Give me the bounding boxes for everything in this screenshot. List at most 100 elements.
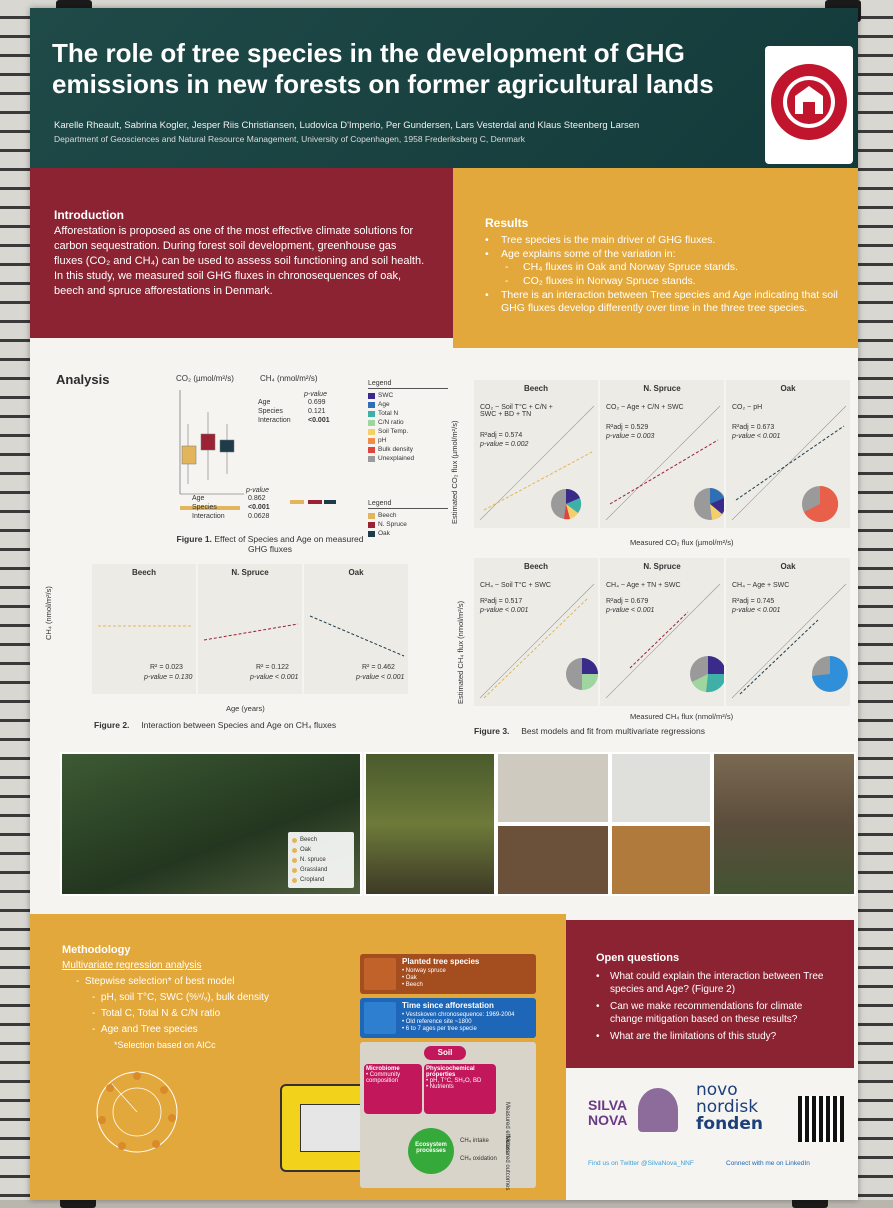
figure3-ch4-spruce: N. Spruce CH₄ ~ Age + TN + SWC R²adj = 0…: [600, 558, 724, 706]
results-list: • Tree species is the main driver of GHG …: [483, 234, 848, 316]
results-item: • There is an interaction between Tree sp…: [485, 288, 838, 315]
figure2-panel-beech: Beech R² = 0.023 p-value = 0.130: [92, 564, 196, 694]
introduction-section: Introduction Afforestation is proposed a…: [30, 168, 453, 338]
figure3-caption: Figure 3. Best models and fit from multi…: [474, 726, 706, 736]
linkedin-link[interactable]: Connect with me on LinkedIn: [726, 1160, 810, 1167]
figure3-co2-oak-plot: [731, 405, 847, 522]
predictor-legend-item: Age: [368, 400, 448, 409]
introduction-heading: Introduction: [54, 208, 124, 222]
methodology-subheading: Multivariate regression analysis: [62, 960, 202, 971]
results-item: • Age explains some of the variation in:: [485, 247, 676, 260]
figure3-ch4-beech-plot: [479, 583, 598, 699]
figure3-ch4-oak: Oak CH₄ ~ Age + SWC R²adj = 0.745 p-valu…: [726, 558, 850, 706]
predictor-legend-swatch: [368, 419, 375, 426]
figure1-ch4-boxplot: [290, 500, 336, 504]
university-seal-logo: [765, 46, 853, 164]
figure2-scatter-spruce: [203, 623, 299, 641]
open-question-item: • What could explain the interaction betw…: [596, 971, 824, 995]
results-item: • Tree species is the main driver of GHG …: [485, 234, 716, 246]
novo-nordisk-fonden-logo: novo nordisk fonden: [696, 1080, 763, 1134]
flux-graph-photo: [610, 752, 712, 824]
methodology-item: - Age and Tree species: [92, 1024, 198, 1035]
open-question-item: • What are the limitations of this study?: [596, 1031, 777, 1042]
analysis-heading: Analysis: [56, 372, 110, 387]
species-legend-swatch: [368, 521, 375, 528]
species-legend-item: N. Spruce: [368, 520, 448, 529]
ecosystem-processes-circle: Ecosystem processes: [408, 1128, 454, 1174]
results-subitem: - CH₄ fluxes in Oak and Norway Spruce sta…: [505, 261, 738, 274]
figure3-ch4-oak-plot: [731, 583, 848, 699]
predictor-legend-item: Total N: [368, 409, 448, 418]
results-heading: Results: [485, 216, 529, 230]
map-legend: Beech Oak N. spruce Grassland Cropland: [288, 832, 354, 888]
figure2-panel-oak: Oak R² = 0.462 p-value < 0.001: [304, 564, 408, 694]
figure3-co2-spruce: N. Spruce CO₂ ~ Age + C/N + SWC R²adj = …: [600, 380, 724, 528]
predictor-legend-swatch: [368, 392, 375, 399]
figure1-legend-species: Legend Beech N. Spruce Oak: [368, 500, 448, 538]
methodology-heading: Methodology: [62, 944, 131, 956]
figure3-co2-beech: Beech CO₂ ~ Soil T°C + C/N + SWC + BD + …: [474, 380, 598, 528]
predictor-legend-swatch: [368, 410, 375, 417]
figure3-co2-beech-plot: [479, 405, 595, 521]
figure2-scatter-oak: [309, 615, 405, 657]
cropland-photo: [712, 752, 856, 896]
methodology-section: Methodology Multivariate regression anal…: [30, 914, 566, 1200]
sponsor-logos: SILVA NOVA novo nordisk fonden Find us o…: [566, 1068, 854, 1188]
figure3-co2-oak: Oak CO₂ ~ pH R²adj = 0.673 p-value < 0.0…: [726, 380, 850, 528]
predictor-legend-item: Unexplained: [368, 454, 448, 463]
map-legend-item: Cropland: [292, 875, 350, 885]
results-section: Results • Tree species is the main driver…: [453, 168, 858, 348]
time-since-afforestation-box: Time since afforestation • Vestskoven ch…: [360, 998, 536, 1038]
figure3-co2-spruce-plot: [605, 405, 724, 521]
figure2-caption: Figure 2. Interaction between Species an…: [94, 720, 337, 730]
soil-diagram: Soil Microbiome • Community composition …: [360, 1042, 536, 1190]
figure1-legend-predictors: Legend SWC Age Total N C/N ratio Soil Temp. p…: [368, 380, 448, 463]
microbiome-box: Microbiome • Community composition: [364, 1064, 422, 1114]
soil-core-photo: [496, 824, 610, 896]
figure2-panel-spruce: N. Spruce R² = 0.122 p-value < 0.001: [198, 564, 302, 694]
predictor-legend-item: C/N ratio: [368, 418, 448, 427]
map-legend-item: N. spruce: [292, 855, 350, 865]
tree-icon: [364, 958, 396, 990]
introduction-text: Afforestation is proposed as one of the …: [54, 225, 425, 297]
study-site-map-image: Beech Oak N. spruce Grassland Cropland: [60, 752, 362, 896]
predictor-legend-item: pH: [368, 436, 448, 445]
open-questions-heading: Open questions: [596, 952, 680, 964]
results-subitem: - CO₂ fluxes in Norway Spruce stands.: [505, 274, 696, 287]
predictor-legend-swatch: [368, 455, 375, 462]
poster-header: The role of tree species in the developm…: [30, 8, 858, 168]
soil-sample-bowl-photo: [610, 824, 712, 896]
poster-authors: Karelle Rheault, Sabrina Kogler, Jesper …: [54, 120, 640, 131]
map-legend-item: Oak: [292, 845, 350, 855]
open-questions-section: Open questions • What could explain the i…: [566, 920, 854, 1068]
species-legend-item: Oak: [368, 529, 448, 538]
predictor-legend-item: Bulk density: [368, 445, 448, 454]
poster-title: The role of tree species in the developm…: [52, 38, 714, 99]
map-legend-item: Beech: [292, 835, 350, 845]
methodology-item: - Stepwise selection* of best model: [76, 976, 235, 987]
sampling-plot-diagram: [96, 1071, 178, 1153]
figure1-ch4-title: CH₄ (nmol/m²/s): [260, 374, 318, 383]
species-legend-swatch: [368, 512, 375, 519]
open-question-item: • Can we make recommendations for climate…: [596, 1001, 803, 1025]
figure3-ch4-spruce-plot: [605, 583, 724, 699]
qr-code-icon[interactable]: [798, 1096, 844, 1142]
species-legend-item: Beech: [368, 511, 448, 520]
predictor-legend-swatch: [368, 401, 375, 408]
figure1-co2-boxplot: [179, 390, 244, 510]
poster-affiliation: Department of Geosciences and Natural Re…: [54, 134, 526, 144]
figure1-co2-panel: CO₂ (µmol/m²/s): [166, 370, 246, 530]
figure1-caption: Figure 1. Effect of Species and Age on m…: [176, 534, 364, 554]
predictor-legend-item: SWC: [368, 391, 448, 400]
twitter-link[interactable]: Find us on Twitter @SilvaNova_NNF: [588, 1160, 694, 1167]
figure2-scatter-beech: [98, 625, 192, 627]
predictor-legend-swatch: [368, 437, 375, 444]
planted-species-box: Planted tree species • Norway spruce • O…: [360, 954, 536, 994]
field-sampling-photo: [364, 752, 496, 896]
methodology-note: *Selection based on AICc: [114, 1040, 216, 1050]
hourglass-icon: [364, 1002, 396, 1034]
predictor-legend-item: Soil Temp.: [368, 427, 448, 436]
tree-logo-icon: [638, 1088, 678, 1132]
physicochemical-box: Physicochemical properties • pH, T°C, SH…: [424, 1064, 496, 1114]
figure1-co2-title: CO₂ (µmol/m²/s): [176, 374, 234, 383]
